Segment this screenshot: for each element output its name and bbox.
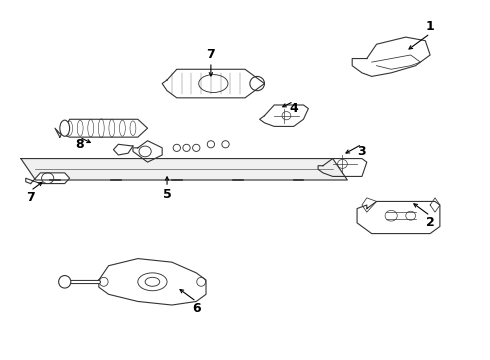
Text: 3: 3 <box>358 145 366 158</box>
Polygon shape <box>357 202 440 234</box>
Polygon shape <box>162 69 265 98</box>
Ellipse shape <box>59 275 71 288</box>
Polygon shape <box>260 105 308 126</box>
Text: 1: 1 <box>426 20 435 33</box>
Polygon shape <box>352 37 430 76</box>
Text: 4: 4 <box>290 102 298 115</box>
Text: 5: 5 <box>163 188 172 201</box>
Polygon shape <box>318 158 367 176</box>
Polygon shape <box>26 173 70 184</box>
Ellipse shape <box>60 120 70 136</box>
Text: 7: 7 <box>206 49 215 62</box>
Polygon shape <box>55 119 147 137</box>
Text: 6: 6 <box>192 302 200 315</box>
Polygon shape <box>21 158 347 180</box>
Polygon shape <box>99 258 206 305</box>
Text: 8: 8 <box>75 138 84 151</box>
Text: 7: 7 <box>26 192 35 204</box>
Text: 2: 2 <box>426 216 435 229</box>
